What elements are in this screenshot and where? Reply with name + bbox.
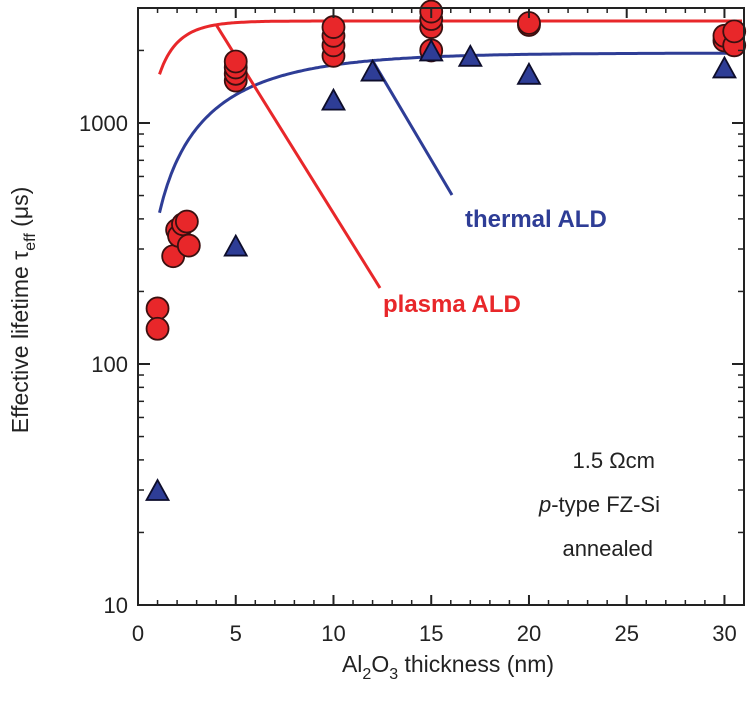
info-type-rest: -type FZ-Si [551,492,660,517]
plot-border [137,7,745,606]
data-point-circle [145,296,170,321]
x-tick-label: 10 [321,621,345,646]
x-tick-label: 0 [132,621,144,646]
fit-curve-circle [158,19,742,75]
data-point-triangle [418,38,444,62]
x-tick-label: 15 [419,621,443,646]
data-point-triangle [360,58,386,82]
info-resistivity: 1.5 Ωcm [573,448,655,473]
data-point-circle [722,19,747,44]
plot-frame [137,7,745,606]
x-tick-label: 5 [230,621,242,646]
fit-curve-triangle [158,51,742,214]
data-point-circle [174,209,199,234]
info-annealed: annealed [562,536,653,561]
axis-ticks: 0 5 10 15 20 25 30 10 100 1000 [79,7,744,646]
y-tick-label: 100 [91,352,128,377]
x-tick-label: 30 [712,621,736,646]
plasma-ald-label: plasma ALD [383,291,521,318]
data-point-circle [321,15,346,39]
data-point-circle [145,316,170,341]
y-tick-label: 1000 [79,111,128,136]
fit-curves [158,19,742,214]
data-point-triangle [223,233,249,257]
data-point-triangle [711,55,737,79]
x-axis-title: Al2O3 thickness (nm) [342,651,554,683]
info-type: p-type FZ-Si [538,492,660,517]
y-tick-label: 10 [104,593,128,618]
data-point-triangle [516,61,542,85]
data-points [145,0,747,501]
data-point-circle [223,49,248,74]
thermal-leader-line [371,59,454,196]
y-axis-title: Effective lifetime τeff (μs) [7,187,39,433]
data-point-triangle [320,87,347,111]
info-type-italic: p [538,492,551,517]
data-point-circle [176,233,201,258]
x-tick-label: 20 [517,621,541,646]
x-tick-label: 25 [614,621,638,646]
data-point-triangle [145,478,171,501]
data-point-triangle [457,43,483,67]
thermal-ald-label: thermal ALD [465,206,607,233]
